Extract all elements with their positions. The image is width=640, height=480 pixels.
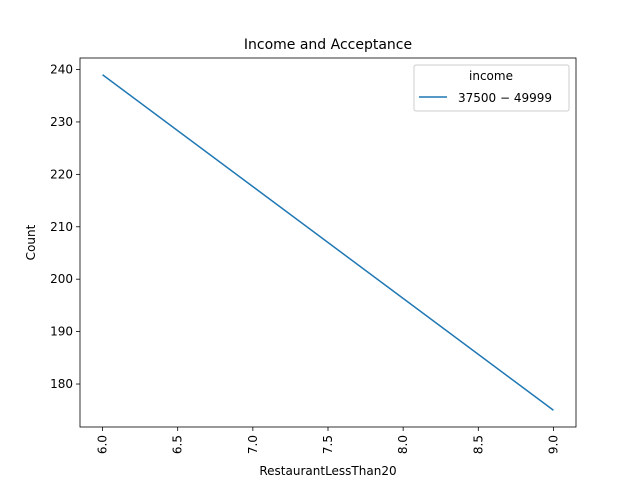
legend: income 37500 − 49999 [413, 64, 570, 112]
x-tick-label: 7.0 [246, 435, 260, 454]
y-tick-label: 220 [50, 167, 73, 181]
plot-frame [79, 57, 577, 428]
chart-title: Income and Acceptance [244, 37, 412, 53]
y-tick-label: 190 [50, 325, 73, 339]
y-tick-label: 180 [50, 377, 73, 391]
legend-title: income [469, 69, 513, 83]
x-tick-label: 9.0 [546, 435, 560, 454]
y-axis-label: Count [24, 224, 38, 260]
y-tick-label: 230 [50, 115, 73, 129]
plot-lines [102, 74, 554, 411]
legend-label-series-1: 37500 − 49999 [458, 91, 552, 105]
y-tick-label: 200 [50, 272, 73, 286]
series-line-1 [102, 74, 554, 411]
y-tick-label: 210 [50, 220, 73, 234]
x-tick-label: 6.0 [96, 435, 110, 454]
x-tick-label: 8.0 [396, 435, 410, 454]
x-tick-label: 7.5 [321, 435, 335, 454]
x-tick-label: 8.5 [471, 435, 485, 454]
ticks: 6.0 6.5 7.0 7.5 8.0 8.5 9.0 180 190 200 210 220 230 2… [50, 63, 560, 455]
x-tick-label: 6.5 [171, 435, 185, 454]
legend-box [413, 64, 570, 112]
x-axis-label: RestaurantLessThan20 [259, 464, 396, 478]
y-tick-label: 240 [50, 63, 73, 77]
